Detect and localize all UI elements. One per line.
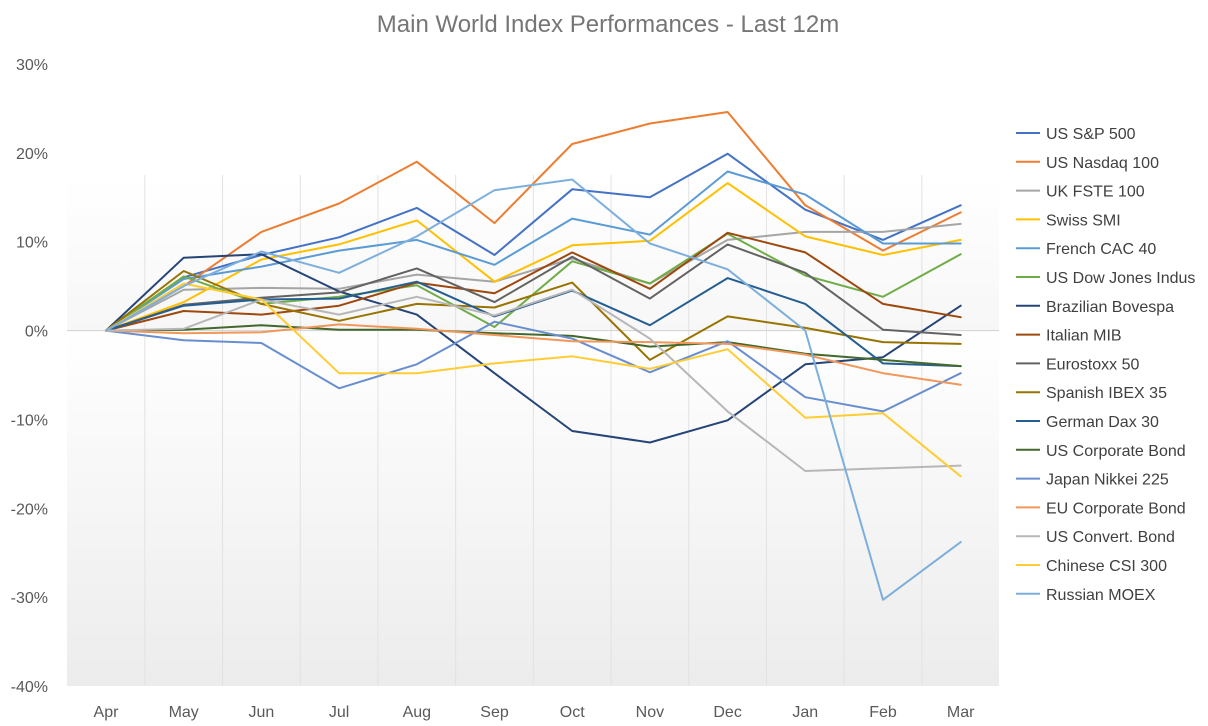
y-tick-label: -20% (11, 501, 48, 518)
chart-title: Main World Index Performances - Last 12m (377, 11, 839, 38)
y-tick-label: 30% (16, 57, 48, 74)
legend-label: Spanish IBEX 35 (1046, 385, 1167, 402)
legend-label: Italian MIB (1046, 328, 1122, 345)
legend-label: Russian MOEX (1046, 587, 1156, 604)
series-line-2 (105, 111, 962, 332)
legend-label: UK FSTE 100 (1046, 184, 1145, 201)
legend-label: Swiss SMI (1046, 212, 1121, 229)
x-tick-label: Mar (947, 704, 975, 721)
legend-label: Brazilian Bovespa (1046, 299, 1174, 316)
legend-label: Eurostoxx 50 (1046, 356, 1139, 373)
series-line-17 (105, 178, 962, 601)
series-line-10 (105, 270, 962, 361)
series-line-14 (105, 323, 962, 386)
x-tick-label: Feb (869, 704, 897, 721)
y-tick-label: 10% (16, 235, 48, 252)
y-tick-label: -40% (11, 679, 48, 696)
x-tick-label: Jan (792, 704, 818, 721)
series-line-8 (105, 231, 962, 332)
series-line-3 (105, 222, 962, 332)
y-tick-label: -10% (11, 412, 48, 429)
series-lines (105, 111, 962, 601)
y-tick-label: -30% (11, 590, 48, 607)
series-line-16 (105, 282, 962, 478)
legend-label: US S&P 500 (1046, 126, 1136, 143)
y-tick-label: 0% (25, 324, 48, 341)
series-line-12 (105, 324, 962, 368)
x-tick-label: Sep (480, 704, 509, 721)
x-tick-label: May (169, 704, 199, 721)
legend-label: German Dax 30 (1046, 414, 1159, 431)
x-tick-label: Jun (249, 704, 275, 721)
series-line-1 (105, 152, 962, 332)
x-tick-label: Jul (329, 704, 349, 721)
series-line-13 (105, 320, 962, 413)
legend-label: US Dow Jones Indus (1046, 270, 1195, 287)
legend-label: French CAC 40 (1046, 241, 1156, 258)
legend-label: US Convert. Bond (1046, 529, 1175, 546)
series-line-7 (105, 253, 962, 444)
x-tick-label: Oct (560, 704, 585, 721)
legend-label: EU Corporate Bond (1046, 500, 1186, 517)
legend-label: US Corporate Bond (1046, 443, 1186, 460)
series-line-15 (105, 288, 962, 472)
x-tick-label: Dec (713, 704, 741, 721)
x-tick-label: Apr (94, 704, 120, 721)
x-tick-label: Nov (636, 704, 664, 721)
legend-label: US Nasdaq 100 (1046, 155, 1159, 172)
legend-label: Chinese CSI 300 (1046, 558, 1167, 575)
y-tick-label: 20% (16, 146, 48, 163)
legend-label: Japan Nikkei 225 (1046, 472, 1169, 489)
series-line-4 (105, 182, 962, 332)
series-line-5 (105, 170, 962, 332)
legend: US S&P 500 US Nasdaq 100 UK FSTE 100 Swiss … (1016, 126, 1195, 604)
x-tick-label: Aug (403, 704, 431, 721)
